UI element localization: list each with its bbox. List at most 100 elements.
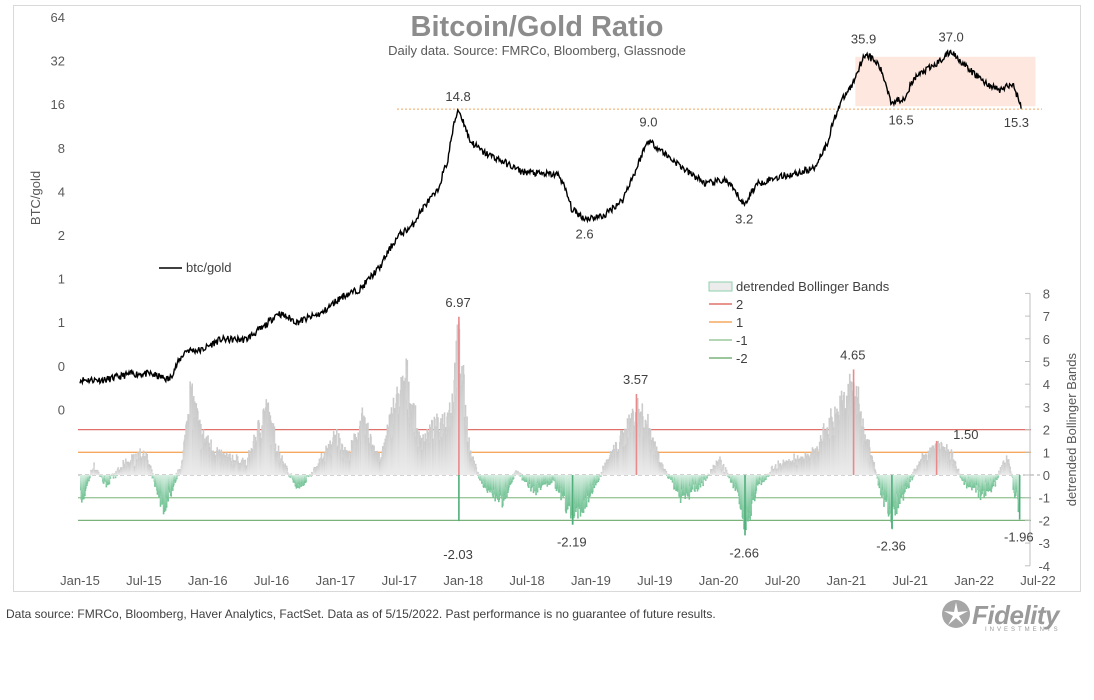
band-bar-positive <box>775 468 777 475</box>
band-bar-positive <box>519 473 522 475</box>
right-tick-label: 2 <box>1043 423 1050 438</box>
band-bar-negative <box>895 475 898 515</box>
band-bar-positive <box>114 473 116 475</box>
bollinger-bands-layer <box>80 316 1021 536</box>
band-bar-positive <box>475 467 478 475</box>
band-bar-positive <box>796 455 799 475</box>
x-tick-label: Jan-17 <box>316 573 356 588</box>
right-tick-label: -2 <box>1038 513 1050 528</box>
band-bar-negative <box>691 475 694 490</box>
band-bar-positive <box>290 473 293 475</box>
band-bar-positive <box>1009 471 1012 475</box>
band-value-label: 4.65 <box>840 347 865 362</box>
band-bar-negative <box>911 475 914 479</box>
band-bar-positive <box>311 473 314 475</box>
band-bar-negative <box>909 475 911 483</box>
ratio-line-layer <box>79 49 1022 386</box>
band-bar-positive <box>772 468 774 475</box>
band-bar-negative <box>512 475 515 480</box>
x-tick-label: Jul-19 <box>637 573 672 588</box>
band-bar-negative <box>912 475 915 477</box>
band-bar-negative <box>303 475 306 483</box>
band-bar-positive <box>956 469 958 475</box>
band-bar-positive <box>957 468 960 475</box>
band-bar-negative <box>959 475 962 478</box>
band-bar-positive <box>726 472 729 475</box>
band-bar-positive <box>117 467 119 475</box>
band-bar-positive <box>175 472 178 475</box>
band-bar-negative <box>600 475 602 477</box>
band-value-label: -2.66 <box>729 545 759 560</box>
band-bar-positive <box>727 474 730 475</box>
band-bar-positive <box>958 473 961 475</box>
band-bar-positive <box>777 460 780 475</box>
band-bar-negative <box>108 475 111 485</box>
band-bar-positive <box>665 470 668 475</box>
band-bar-negative <box>707 475 710 477</box>
left-tick-label: 4 <box>58 184 65 199</box>
band-bar-negative <box>997 475 1000 477</box>
band-bar-negative <box>110 475 113 476</box>
right-tick-label: 0 <box>1043 468 1050 483</box>
band-bar-positive <box>97 471 100 475</box>
band-bar-positive <box>309 474 312 475</box>
left-tick-label: 0 <box>58 359 65 374</box>
band-bar-positive <box>177 472 180 475</box>
x-tick-label: Jan-22 <box>954 573 994 588</box>
band-bar-negative <box>668 475 670 479</box>
right-tick-label: 3 <box>1043 400 1050 415</box>
ratio-label: 16.5 <box>888 112 913 127</box>
band-bar-negative <box>310 475 313 477</box>
right-tick-label: 4 <box>1043 377 1050 392</box>
band-bar-positive <box>115 472 118 475</box>
band-bar-positive <box>998 473 1001 475</box>
legend-ref-label: -1 <box>736 333 748 348</box>
left-tick-label: 8 <box>58 141 65 156</box>
ratio-label: 37.0 <box>938 29 963 44</box>
chart-title: Bitcoin/Gold Ratio <box>411 11 664 43</box>
band-bar-positive <box>1010 473 1013 475</box>
band-value-label: -2.03 <box>443 547 473 562</box>
band-bar-negative <box>521 475 524 481</box>
logo-tagline: INVESTMENTS <box>985 627 1061 633</box>
left-tick-label: 1 <box>58 272 65 287</box>
band-bar-negative <box>908 475 910 488</box>
legend-ref-label: 1 <box>736 315 743 330</box>
ratio-label: 9.0 <box>639 114 657 129</box>
band-bar-negative <box>151 475 154 479</box>
band-value-label: -1.96 <box>1004 529 1034 544</box>
right-axis-title: detrended Bollinger Bands <box>1064 352 1079 506</box>
band-bar-positive <box>719 456 721 475</box>
right-tick-label: 5 <box>1043 355 1050 370</box>
band-bar-positive <box>286 467 289 475</box>
legend-label-btc-gold: btc/gold <box>186 260 232 275</box>
left-tick-label: 32 <box>51 54 65 69</box>
x-tick-label: Jan-18 <box>443 573 483 588</box>
band-bar-negative <box>518 475 520 476</box>
band-bar-negative <box>968 475 970 488</box>
right-tick-label: -4 <box>1038 559 1050 574</box>
x-tick-label: Jul-21 <box>893 573 928 588</box>
band-bar-negative <box>706 475 709 479</box>
chart-frame <box>13 5 1081 592</box>
band-bar-negative <box>479 475 481 481</box>
band-bar-positive <box>664 469 667 475</box>
band-bar-positive <box>149 465 152 475</box>
x-tick-label: Jul-22 <box>1020 573 1055 588</box>
left-axis-title: BTC/gold <box>28 171 43 225</box>
band-bar-positive <box>98 474 100 475</box>
x-tick-label: Jul-16 <box>254 573 289 588</box>
fidelity-logo-icon <box>942 600 970 628</box>
band-bar-positive <box>1008 463 1010 475</box>
right-tick-label: 8 <box>1043 286 1050 301</box>
band-bar-positive <box>242 463 245 475</box>
band-bar-negative <box>877 475 880 486</box>
band-bar-negative <box>673 475 676 490</box>
band-bar-negative <box>598 475 600 481</box>
footnote: Data source: FMRCo, Bloomberg, Haver Ana… <box>6 607 716 621</box>
band-bar-negative <box>504 475 507 500</box>
right-tick-label: 1 <box>1043 445 1050 460</box>
band-bar-positive <box>666 473 669 475</box>
band-bar-positive <box>998 470 1000 475</box>
